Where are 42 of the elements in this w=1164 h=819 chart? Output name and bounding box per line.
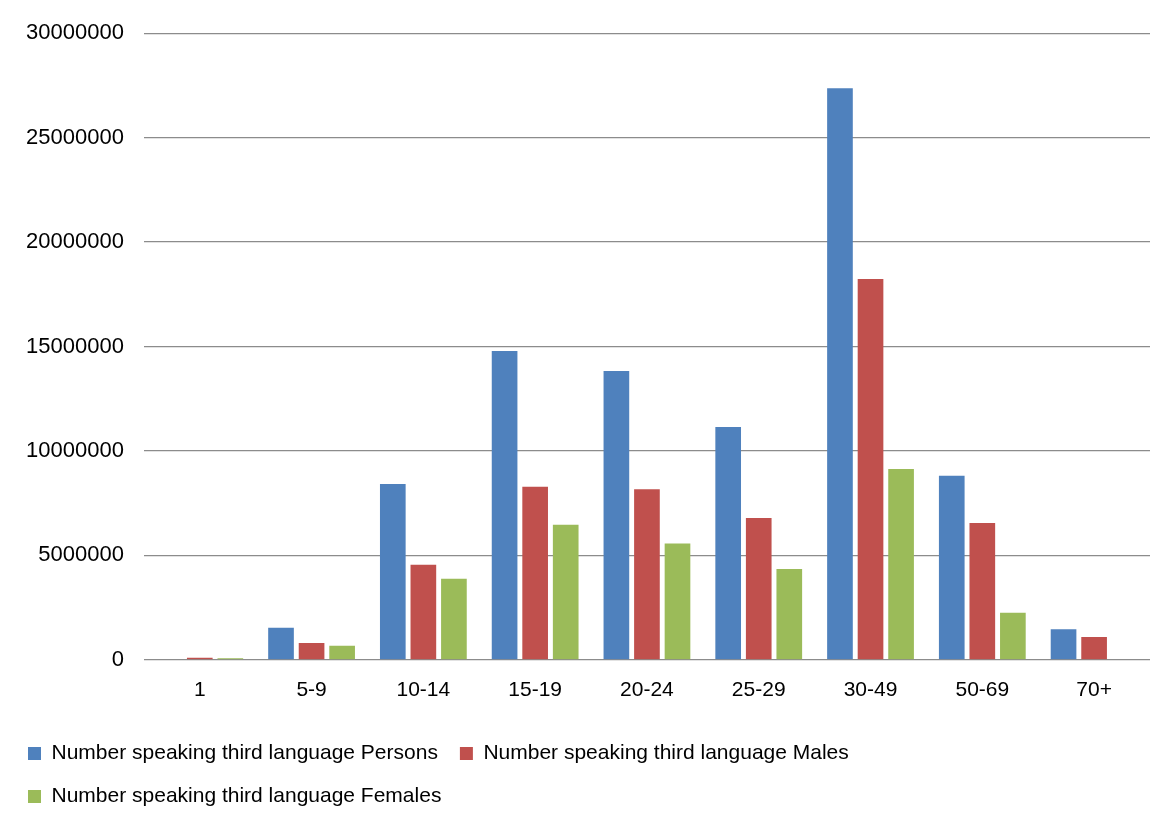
bar [268,627,294,660]
x-tick-label: 10-14 [396,677,451,701]
y-tick-label: 5000000 [38,541,124,567]
bar [1050,629,1077,660]
legend-label: Number speaking third language Persons [51,740,438,764]
bar [938,475,965,660]
bar [1000,612,1026,660]
x-tick-label: 15-19 [508,677,563,701]
legend-label: Number speaking third language Females [51,783,442,807]
bar [491,351,518,660]
bar [776,568,803,660]
legend-label: Number speaking third language Males [483,740,849,764]
y-tick-label: 30000000 [25,19,124,45]
bar [1081,637,1107,660]
bar [715,426,742,660]
bar [522,486,548,660]
bar [634,489,660,660]
y-tick-label: 10000000 [25,437,124,462]
y-tick-label: 25000000 [25,123,124,149]
x-tick-label: 70+ [1076,677,1112,701]
x-tick-label: 20-24 [620,677,675,701]
bar [552,524,579,660]
bar [298,642,325,660]
x-tick-label: 30-49 [843,677,898,701]
bar [745,517,772,660]
x-tick-label: 25-29 [731,677,786,701]
bar [441,578,467,660]
bar [664,543,691,660]
bar [379,483,406,660]
bar [329,645,355,660]
bar [888,468,914,660]
y-tick-label: 15000000 [25,332,124,358]
x-tick-label: 5-9 [296,677,327,701]
bar [603,370,630,660]
bar [969,522,996,660]
x-tick-label: 50-69 [955,677,1010,701]
bar [410,564,437,660]
bar [857,279,884,660]
bar [827,88,853,660]
x-tick-label: 1 [193,677,206,701]
y-tick-label: 20000000 [25,228,124,254]
y-tick-label: 0 [111,645,124,671]
